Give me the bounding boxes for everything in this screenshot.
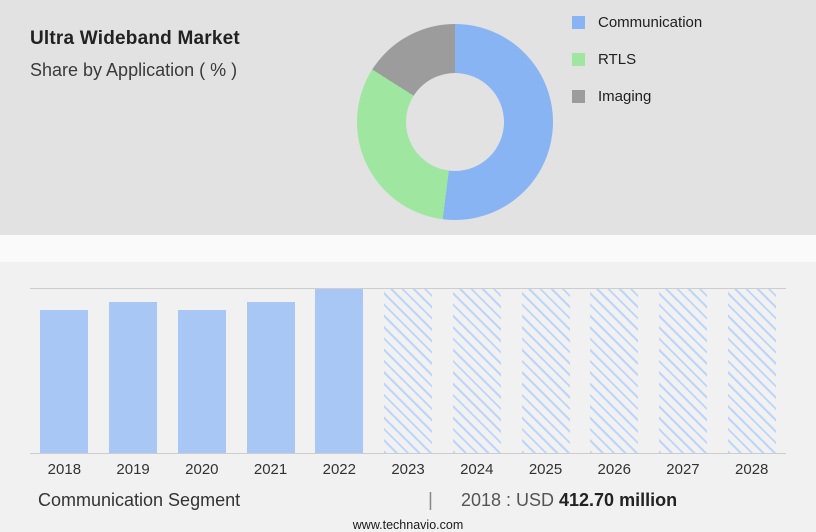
x-axis-label-2028: 2028 (735, 461, 769, 478)
x-axis-label-2026: 2026 (597, 461, 631, 478)
bar-chart-section: 2018 2019 2020 2021 2022 2023 2024 2025 2026 2027… (0, 262, 816, 532)
bar-slot (30, 289, 99, 453)
x-axis-label-2020: 2020 (185, 461, 219, 478)
value-text: 2018 : USD 412.70 million (461, 490, 677, 511)
header-section: Ultra Wideband Market Share by Applicati… (0, 0, 816, 235)
donut-chart (357, 24, 553, 220)
caption-row: Communication Segment | 2018 : USD 412.7… (38, 490, 778, 512)
value-bold: 412.70 million (559, 490, 678, 510)
x-axis-label-2019: 2019 (116, 461, 150, 478)
page-subtitle: Share by Application ( % ) (30, 60, 238, 80)
bar-slot (511, 289, 580, 453)
legend-swatch (572, 16, 585, 29)
x-axis-label-2021: 2021 (253, 461, 288, 478)
legend-label: Imaging (598, 88, 652, 105)
bar-slot (305, 289, 374, 453)
value-prefix: 2018 : USD (460, 490, 554, 510)
legend-swatch (572, 90, 585, 103)
x-axis-label-2022: 2022 (322, 461, 356, 478)
legend-swatch (572, 53, 585, 66)
bar-slot (717, 289, 786, 453)
x-axis-labels: 2018 2019 2020 2021 2022 2023 2024 2025 2026 2027… (30, 461, 786, 478)
legend: Communication RTLS Imaging (572, 14, 702, 125)
bar-2026-forecast (590, 289, 639, 453)
legend-item-communication: Communication (572, 14, 702, 31)
bar-slot (236, 289, 305, 453)
value-separator: | (428, 490, 433, 511)
segment-label: Communication Segment (38, 490, 241, 510)
bar-2018 (40, 310, 89, 453)
donut-hole (406, 73, 504, 171)
legend-label: Communication (598, 14, 703, 31)
legend-item-rtls: RTLS (572, 51, 702, 68)
section-divider (0, 235, 816, 262)
bar-2027-forecast (658, 289, 707, 453)
bar-2019 (109, 302, 158, 453)
bar-2020 (177, 310, 226, 453)
bar-chart: 2018 2019 2020 2021 2022 2023 2024 2025 2026 2027… (30, 288, 786, 478)
bar-2023-forecast (384, 289, 433, 453)
bar-2022 (315, 289, 364, 453)
legend-label: RTLS (598, 51, 637, 68)
x-axis-label-2018: 2018 (47, 461, 82, 478)
bar-slot (167, 289, 236, 453)
x-axis-label-2023: 2023 (391, 461, 425, 478)
bar-slot (442, 289, 511, 453)
bar-2021 (246, 302, 295, 453)
x-axis-label-2024: 2024 (460, 461, 494, 478)
bar-chart-plot (30, 288, 786, 454)
bar-2028-forecast (727, 289, 776, 453)
bar-slot (649, 289, 718, 453)
page-title: Ultra Wideband Market (30, 28, 240, 49)
website-url: www.technavio.com (352, 518, 464, 532)
x-axis-label-2025: 2025 (528, 461, 563, 478)
x-axis-label-2027: 2027 (666, 461, 700, 478)
bar-2025-forecast (521, 289, 570, 453)
title-block: Ultra Wideband Market Share by Applicati… (30, 28, 240, 81)
bar-slot (99, 289, 168, 453)
bar-2024-forecast (452, 289, 501, 453)
bar-slot (580, 289, 649, 453)
legend-item-imaging: Imaging (572, 88, 702, 105)
bar-slot (374, 289, 443, 453)
